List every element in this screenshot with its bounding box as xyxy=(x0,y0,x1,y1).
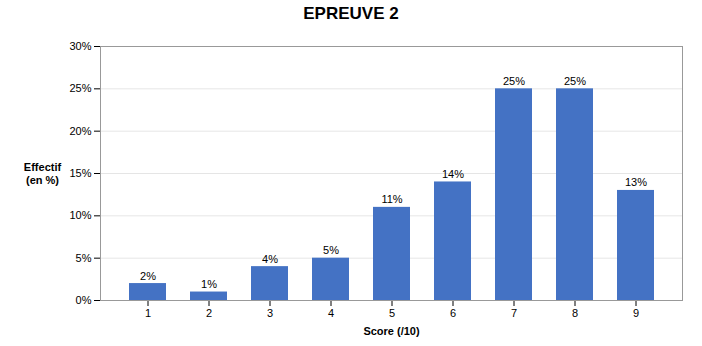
svg-text:5: 5 xyxy=(389,307,395,319)
svg-text:10%: 10% xyxy=(69,209,91,221)
svg-text:15%: 15% xyxy=(69,167,91,179)
svg-text:2%: 2% xyxy=(140,270,156,282)
svg-text:9: 9 xyxy=(633,307,639,319)
svg-text:5%: 5% xyxy=(323,244,339,256)
svg-text:13%: 13% xyxy=(625,176,647,188)
svg-text:8: 8 xyxy=(572,307,578,319)
svg-text:20%: 20% xyxy=(69,125,91,137)
svg-text:4%: 4% xyxy=(262,253,278,265)
html-text:EPREUVE 2: EPREUVE 2 xyxy=(303,4,399,23)
svg-text:1%: 1% xyxy=(201,278,217,290)
svg-text:11%: 11% xyxy=(381,193,402,205)
svg-text:2: 2 xyxy=(206,307,212,319)
svg-text:5%: 5% xyxy=(76,252,92,264)
svg-text:Effectif(en %): Effectif(en %) xyxy=(24,161,62,186)
svg-text:14%: 14% xyxy=(442,168,464,180)
svg-text:1: 1 xyxy=(145,307,151,319)
svg-text:4: 4 xyxy=(328,307,334,319)
svg-text:25%: 25% xyxy=(503,75,525,87)
svg-text:0%: 0% xyxy=(76,294,92,306)
svg-text:30%: 30% xyxy=(69,40,91,52)
svg-text:3: 3 xyxy=(267,307,273,319)
svg-text:7: 7 xyxy=(511,307,517,319)
svg-text:25%: 25% xyxy=(564,75,586,87)
svg-text:6: 6 xyxy=(450,307,456,319)
svg-text:25%: 25% xyxy=(69,82,91,94)
svg-text:Score (/10): Score (/10) xyxy=(363,325,420,337)
